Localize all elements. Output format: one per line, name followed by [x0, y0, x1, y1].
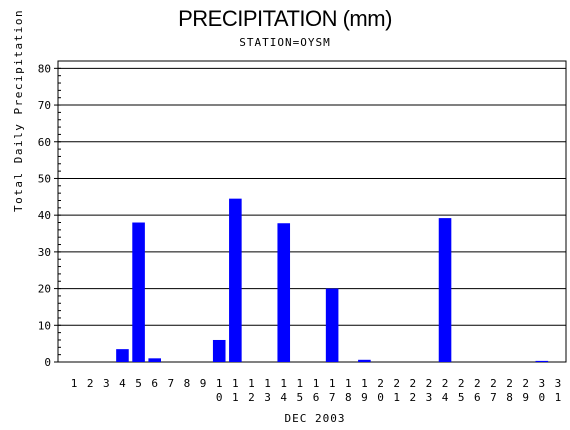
y-tick-label: 20 [38, 283, 51, 296]
x-tick-label: 2 [426, 377, 433, 390]
y-tick-label: 70 [38, 99, 51, 112]
x-tick-label: 1 [264, 377, 271, 390]
plot-frame [57, 60, 567, 363]
bar-day-10 [212, 339, 226, 362]
x-tick-label: 8 [506, 391, 513, 404]
y-tick-label: 30 [38, 246, 51, 259]
x-tick-label: 1 [232, 377, 239, 390]
x-tick-label: 3 [555, 377, 562, 390]
x-tick-label: 3 [264, 391, 271, 404]
bar-day-11 [229, 198, 242, 362]
x-tick-label: 1 [248, 377, 255, 390]
x-tick-label: 1 [232, 391, 239, 404]
x-tick-label: 0 [538, 391, 545, 404]
chart-subtitle: STATION=OYSM [239, 36, 331, 49]
x-tick-label: 2 [393, 377, 400, 390]
y-tick-label: 10 [38, 319, 51, 332]
x-tick-label: 2 [409, 377, 416, 390]
x-tick-label: 5 [135, 377, 142, 390]
x-tick-label: 1 [555, 391, 562, 404]
x-tick-label: 8 [184, 377, 191, 390]
x-tick-label: 1 [393, 391, 400, 404]
bar-day-19 [358, 359, 371, 362]
x-tick-label: 6 [474, 391, 481, 404]
x-tick-label: 4 [280, 391, 287, 404]
x-tick-label: 7 [168, 377, 175, 390]
x-tick-label: 2 [409, 391, 416, 404]
x-tick-label: 2 [490, 377, 497, 390]
x-tick-label: 1 [361, 377, 368, 390]
x-tick-label: 9 [200, 377, 207, 390]
x-tick-label: 5 [458, 391, 465, 404]
x-tick-label: 4 [442, 391, 449, 404]
x-tick-label: 9 [361, 391, 368, 404]
x-tick-label: 7 [490, 391, 497, 404]
x-tick-label: 5 [297, 391, 304, 404]
y-tick-label: 80 [38, 62, 51, 75]
x-tick-label: 9 [522, 391, 529, 404]
bar-day-17 [325, 288, 339, 362]
y-tick-label: 60 [38, 136, 51, 149]
x-tick-label: 2 [248, 391, 255, 404]
x-tick-label: 0 [216, 391, 223, 404]
bar-day-4 [116, 349, 129, 362]
bar-day-6 [148, 358, 161, 362]
x-tick-label: 1 [280, 377, 287, 390]
x-tick-label: 2 [442, 377, 449, 390]
x-tick-label: 6 [151, 377, 158, 390]
x-tick-label: 6 [313, 391, 320, 404]
x-tick-label: 1 [329, 377, 336, 390]
x-tick-label: 2 [522, 377, 529, 390]
y-tick-label: 50 [38, 172, 51, 185]
x-tick-label: 2 [474, 377, 481, 390]
chart-title: PRECIPITATION (mm) [178, 6, 392, 31]
x-axis-label: DEC 2003 [284, 412, 346, 425]
x-tick-label: 4 [119, 377, 126, 390]
x-tick-label: 1 [216, 377, 223, 390]
y-tick-label: 0 [44, 356, 51, 369]
x-tick-label: 1 [297, 377, 304, 390]
bar-day-5 [132, 222, 145, 362]
x-tick-label: 1 [71, 377, 78, 390]
x-tick-label: 3 [426, 391, 433, 404]
bar-day-24 [438, 218, 452, 362]
x-tick-label: 7 [329, 391, 336, 404]
x-tick-label: 3 [538, 377, 545, 390]
bar-day-14 [277, 223, 291, 362]
y-tick-label: 40 [38, 209, 51, 222]
x-tick-label: 1 [313, 377, 320, 390]
x-tick-label: 3 [103, 377, 110, 390]
x-tick-label: 8 [345, 391, 352, 404]
bar-day-30 [535, 360, 549, 362]
x-tick-label: 2 [458, 377, 465, 390]
x-tick-label: 2 [377, 377, 384, 390]
x-tick-label: 2 [87, 377, 94, 390]
x-tick-label: 0 [377, 391, 384, 404]
x-tick-label: 1 [345, 377, 352, 390]
x-tick-label: 2 [506, 377, 513, 390]
